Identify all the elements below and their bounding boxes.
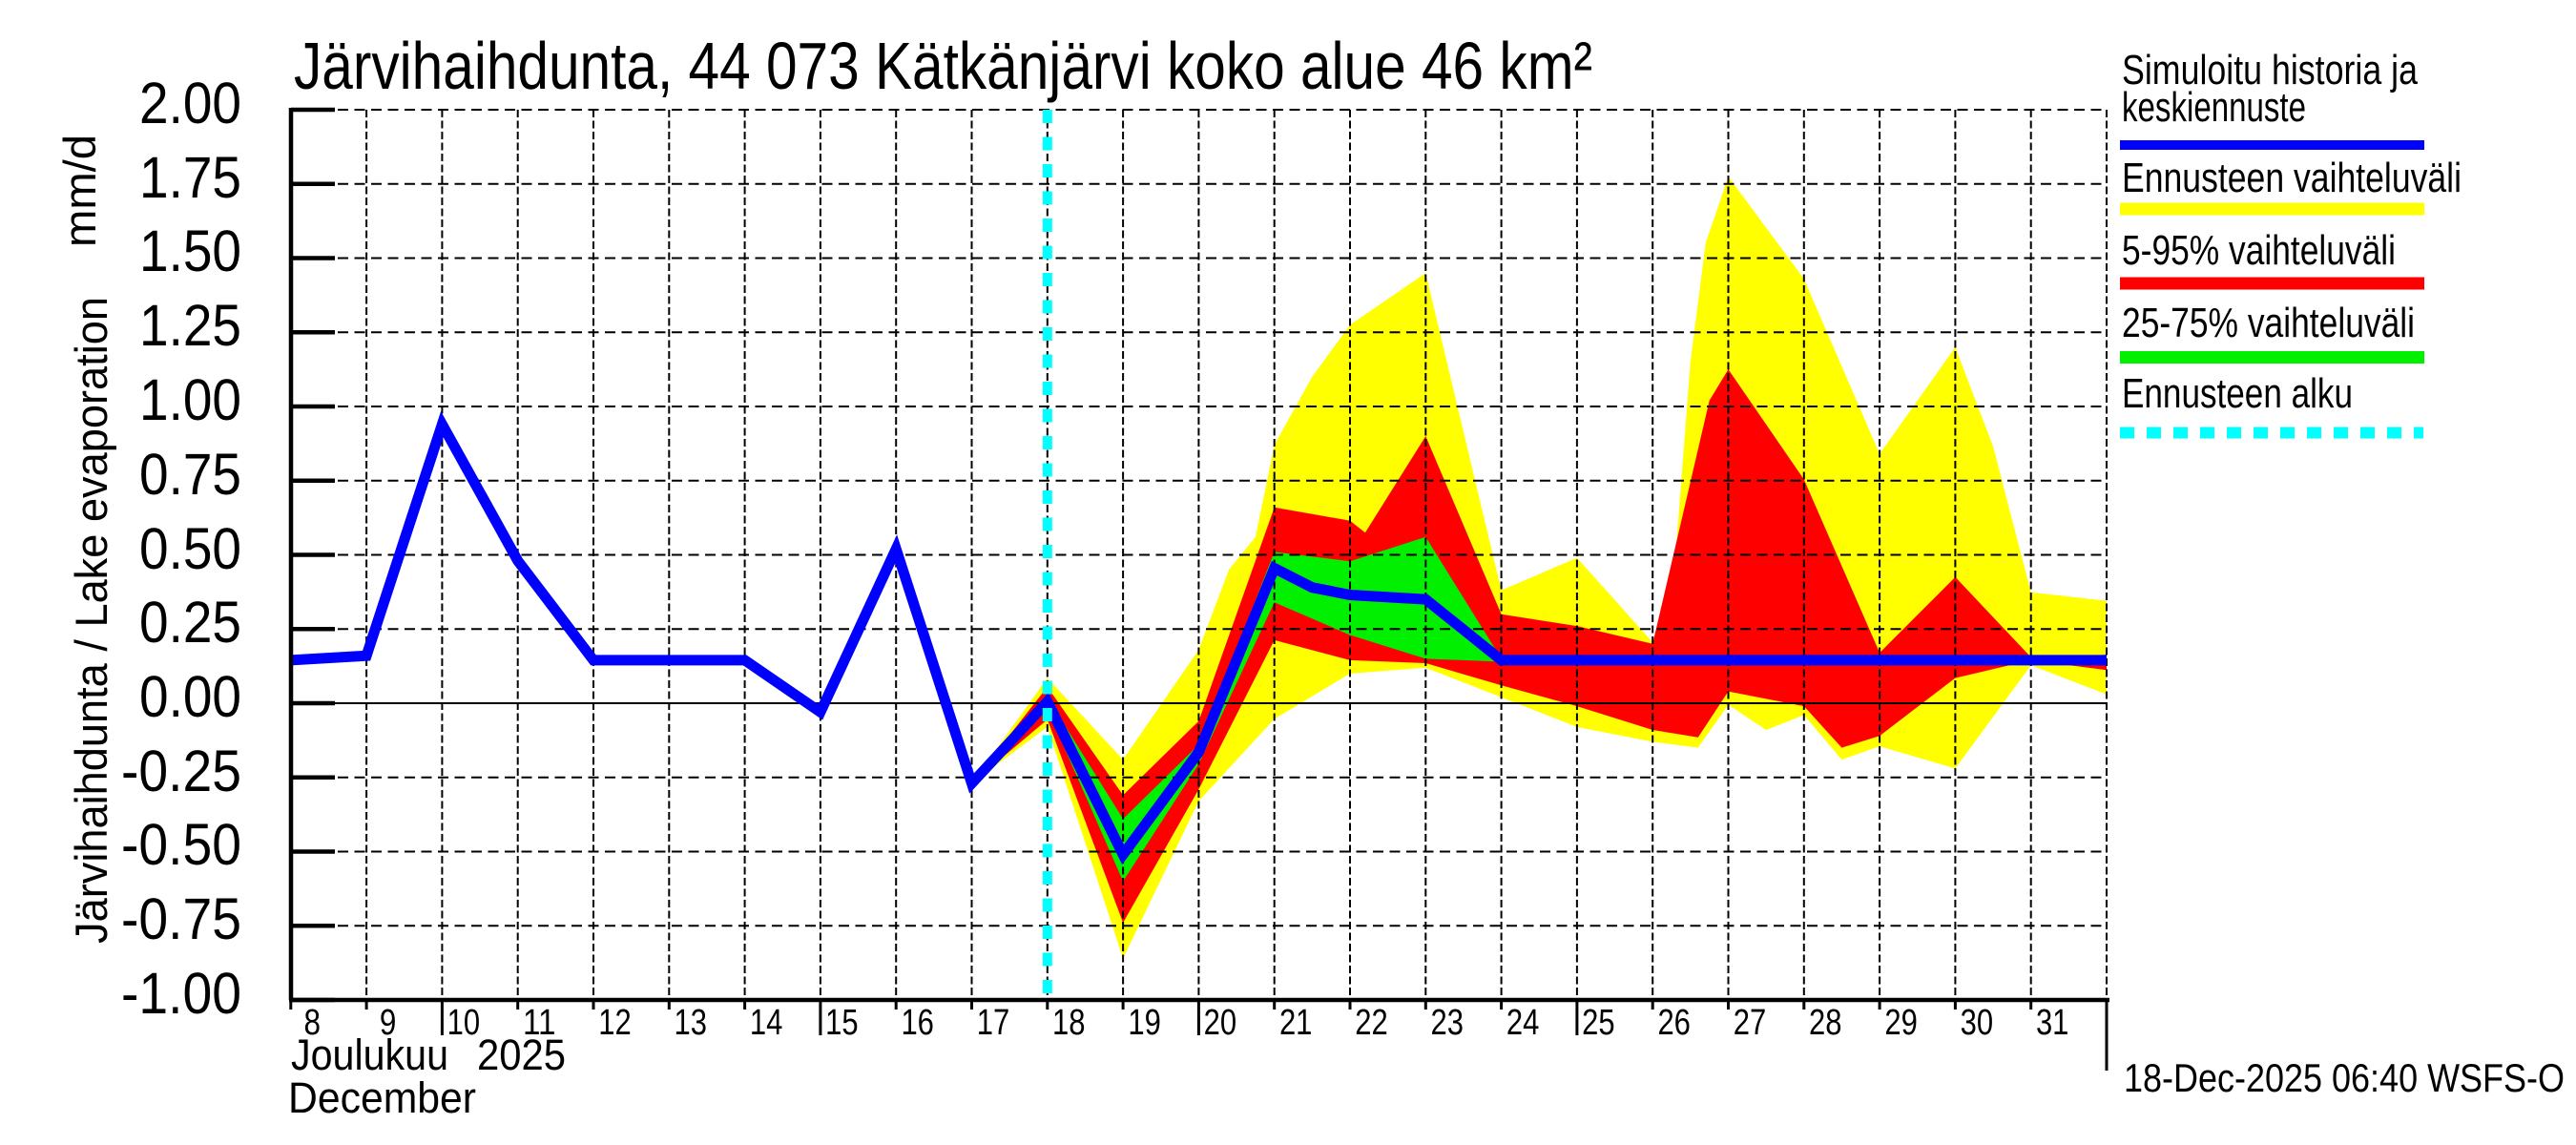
svg-text:18-Dec-2025 06:40 WSFS-O: 18-Dec-2025 06:40 WSFS-O <box>2124 1055 2565 1100</box>
svg-text:27: 27 <box>1734 1003 1767 1043</box>
svg-text:0.50: 0.50 <box>139 516 241 581</box>
svg-text:-1.00: -1.00 <box>121 961 241 1026</box>
svg-text:Joulukuu: Joulukuu <box>291 1030 448 1079</box>
svg-text:Järvihaihdunta, 44 073 Kätkänj: Järvihaihdunta, 44 073 Kätkänjärvi koko … <box>294 29 1592 103</box>
svg-text:14: 14 <box>750 1003 783 1043</box>
svg-text:29: 29 <box>1884 1003 1918 1043</box>
svg-text:18: 18 <box>1052 1003 1086 1043</box>
svg-text:12: 12 <box>598 1003 632 1043</box>
svg-text:2.00: 2.00 <box>139 71 241 135</box>
svg-text:1.50: 1.50 <box>139 219 241 283</box>
svg-text:5-95% vaihteluväli: 5-95% vaihteluväli <box>2122 227 2396 274</box>
svg-text:26: 26 <box>1657 1003 1691 1043</box>
svg-text:1.00: 1.00 <box>139 367 241 432</box>
svg-text:24: 24 <box>1506 1003 1540 1043</box>
svg-text:25-75% vaihteluväli: 25-75% vaihteluväli <box>2122 300 2415 346</box>
svg-text:2025: 2025 <box>477 1030 566 1079</box>
svg-text:20: 20 <box>1204 1003 1237 1043</box>
svg-text:31: 31 <box>2036 1003 2069 1043</box>
svg-text:21: 21 <box>1279 1003 1313 1043</box>
svg-text:28: 28 <box>1809 1003 1842 1043</box>
svg-text:keskiennuste: keskiennuste <box>2122 84 2306 131</box>
svg-text:Järvihaihdunta / Lake evaporat: Järvihaihdunta / Lake evaporation <box>66 297 116 944</box>
svg-text:17: 17 <box>977 1003 1010 1043</box>
svg-text:0.00: 0.00 <box>139 664 241 729</box>
svg-text:mm/d: mm/d <box>54 135 105 247</box>
svg-text:22: 22 <box>1355 1003 1388 1043</box>
svg-text:Simuloitu historia ja: Simuloitu historia ja <box>2122 47 2418 94</box>
svg-text:13: 13 <box>675 1003 708 1043</box>
svg-text:25: 25 <box>1582 1003 1615 1043</box>
svg-text:10: 10 <box>447 1003 481 1043</box>
svg-text:23: 23 <box>1431 1003 1465 1043</box>
svg-text:Ennusteen alku: Ennusteen alku <box>2122 370 2353 417</box>
svg-text:30: 30 <box>1961 1003 1994 1043</box>
svg-text:8: 8 <box>304 1003 322 1043</box>
svg-text:9: 9 <box>380 1003 397 1043</box>
svg-text:16: 16 <box>901 1003 934 1043</box>
svg-text:-0.75: -0.75 <box>121 886 241 951</box>
svg-text:-0.25: -0.25 <box>121 739 241 803</box>
svg-text:Ennusteen vaihteluväli: Ennusteen vaihteluväli <box>2122 155 2462 201</box>
svg-text:0.75: 0.75 <box>139 442 241 507</box>
svg-text:11: 11 <box>523 1003 556 1043</box>
svg-text:1.25: 1.25 <box>139 293 241 358</box>
svg-text:0.25: 0.25 <box>139 590 241 655</box>
svg-text:19: 19 <box>1128 1003 1161 1043</box>
svg-text:1.75: 1.75 <box>139 145 241 210</box>
svg-text:-0.50: -0.50 <box>121 812 241 877</box>
svg-text:15: 15 <box>825 1003 859 1043</box>
svg-text:December: December <box>288 1073 476 1122</box>
